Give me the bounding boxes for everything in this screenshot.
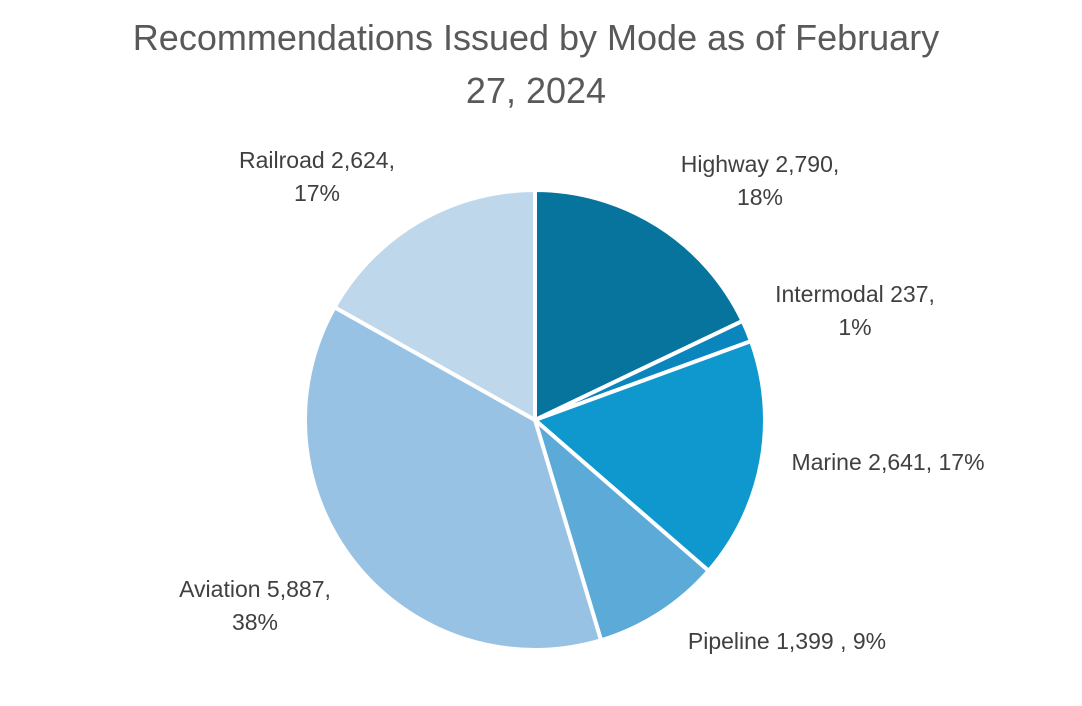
data-label-line: 18% [737,184,783,210]
data-label-line: Highway 2,790, [681,151,840,177]
chart-title-line-2: 27, 2024 [466,70,606,111]
data-label-pipeline: Pipeline 1,399 , 9% [688,628,886,654]
pie-slice-railroad [332,188,537,422]
pie-slice-highway [533,188,745,422]
data-labels: Highway 2,790, 18% Intermodal 237, 1% Marine… [179,147,984,654]
data-label-marine: Marine 2,641, 17% [791,449,984,475]
data-label-highway: Highway 2,790, 18% [681,151,840,210]
data-label-line: Intermodal 237, [775,281,935,307]
pie-slices [303,188,767,652]
data-label-line: 38% [232,609,278,635]
data-label-intermodal: Intermodal 237, 1% [775,281,935,340]
data-label-line: 17% [294,180,340,206]
data-label-railroad: Railroad 2,624, 17% [239,147,395,206]
pie-slice-marine [533,339,767,573]
data-label-line: Aviation 5,887, [179,576,331,602]
chart-title-line-1: Recommendations Issued by Mode as of Feb… [133,17,939,58]
data-label-line: Railroad 2,624, [239,147,395,173]
pie-slice-aviation [303,305,604,652]
pie-slice-pipeline [533,418,711,643]
data-label-line: Pipeline 1,399 , 9% [688,628,886,654]
data-label-aviation: Aviation 5,887, 38% [179,576,331,635]
data-label-line: 1% [838,314,871,340]
data-label-line: Marine 2,641, 17% [791,449,984,475]
chart-title: Recommendations Issued by Mode as of Feb… [133,17,939,111]
